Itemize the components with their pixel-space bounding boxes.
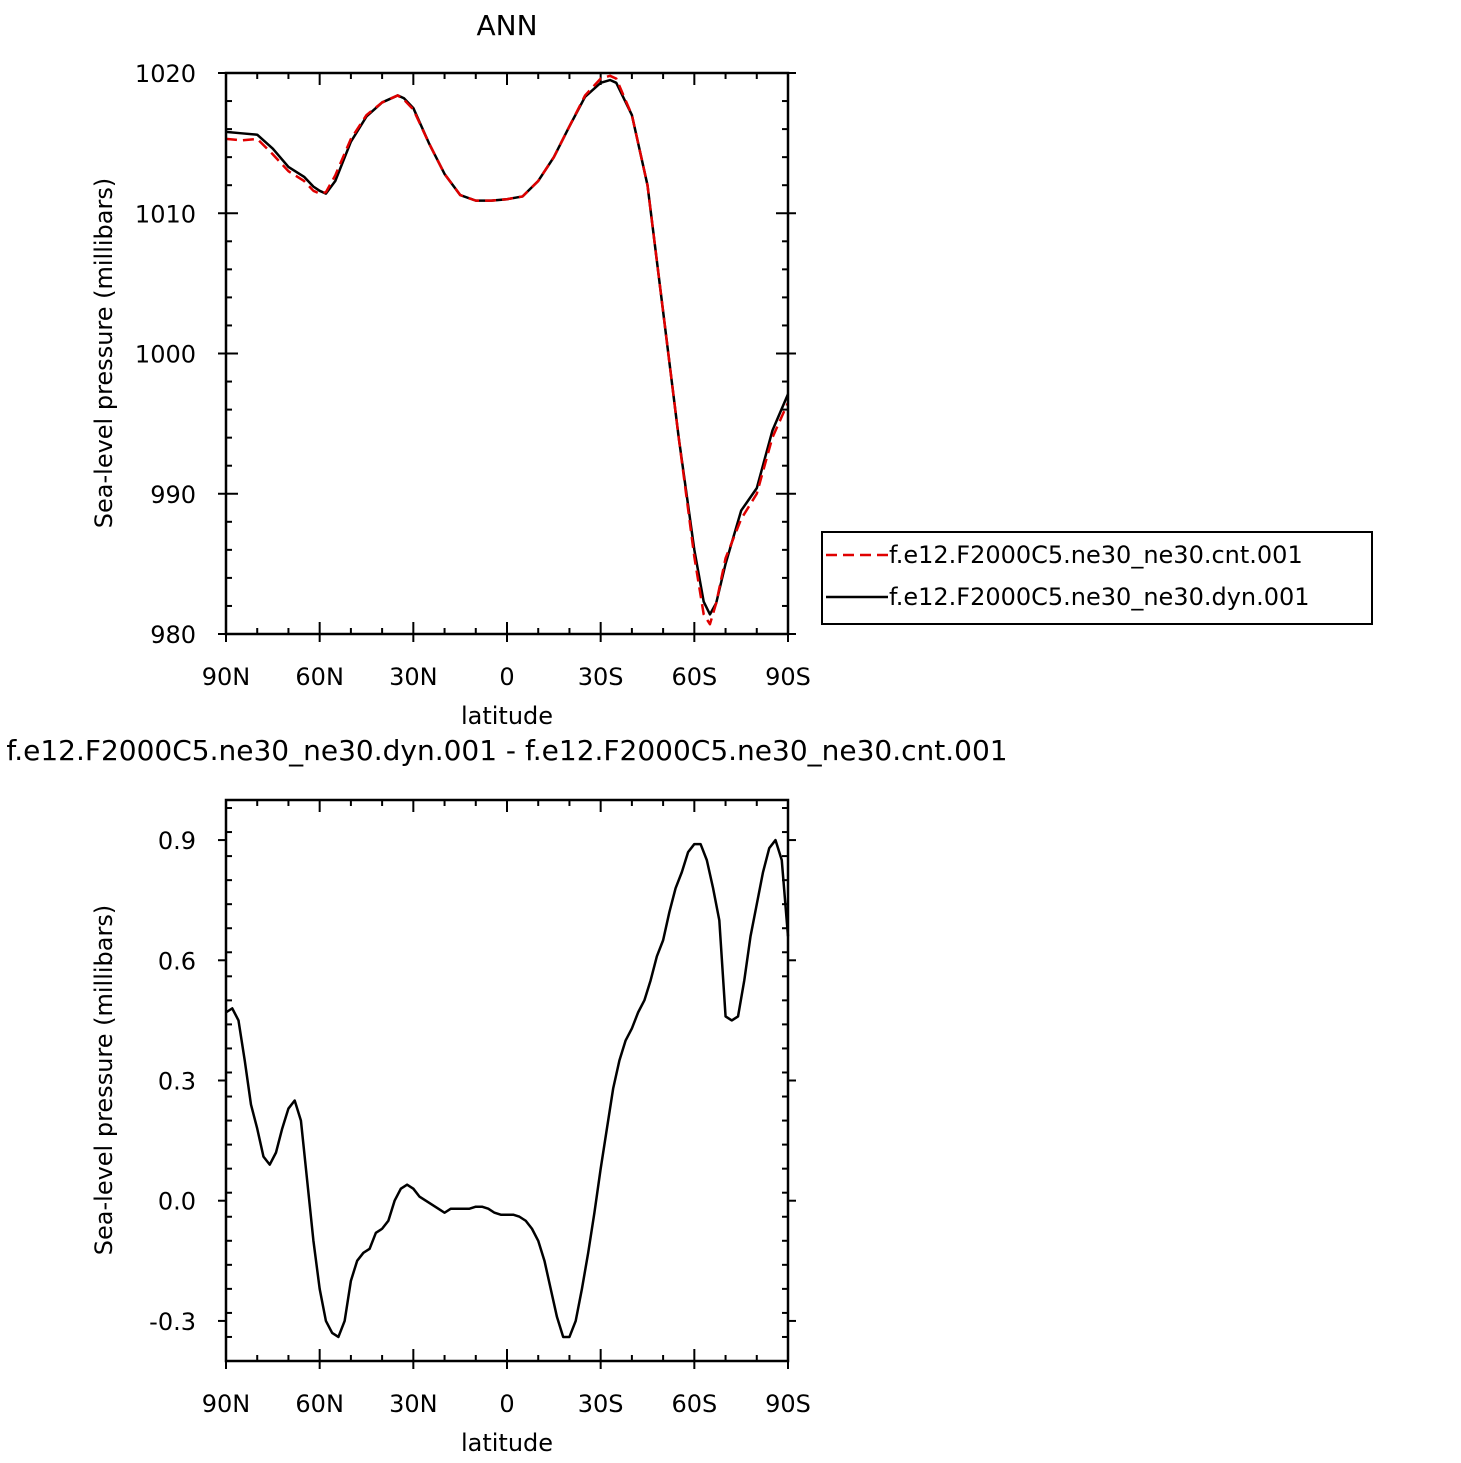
legend: f.e12.F2000C5.ne30_ne30.cnt.001 f.e12.F2… <box>821 531 1373 625</box>
y-tick-label: 0.0 <box>158 1188 196 1216</box>
x-tick-label: 90N <box>202 663 251 691</box>
x-tick-label: 30S <box>578 1390 624 1418</box>
x-tick-labels: 90N 60N 30N 0 30S 60S 90S <box>202 1390 811 1418</box>
x-tick-label: 90S <box>765 663 811 691</box>
y-axis-title: Sea-level pressure (millibars) <box>90 905 118 1255</box>
plot-frame <box>224 798 790 1363</box>
tick-marks <box>218 72 796 642</box>
y-tick-label: 990 <box>150 481 196 509</box>
y-tick-labels: 980 990 1000 1010 1020 <box>135 60 196 649</box>
x-tick-label: 30N <box>389 1390 438 1418</box>
plot-title: ANN <box>476 9 537 42</box>
plot-title: f.e12.F2000C5.ne30_ne30.dyn.001 - f.e12.… <box>6 734 1007 767</box>
y-tick-label: 0.6 <box>158 947 196 975</box>
legend-label-dyn: f.e12.F2000C5.ne30_ne30.dyn.001 <box>889 583 1310 611</box>
series-line <box>225 838 790 1339</box>
x-tick-label: 0 <box>499 1390 514 1418</box>
plot-frame <box>224 71 790 636</box>
y-tick-labels: -0.3 0.0 0.3 0.6 0.9 <box>149 827 196 1336</box>
legend-box <box>821 531 1373 625</box>
series-group <box>225 838 790 1339</box>
difference-panel: f.e12.F2000C5.ne30_ne30.dyn.001 - f.e12.… <box>6 734 1007 1457</box>
series-line <box>225 74 790 626</box>
x-tick-labels: 90N 60N 30N 0 30S 60S 90S <box>202 663 811 691</box>
y-tick-label: -0.3 <box>149 1308 196 1336</box>
x-tick-label: 60N <box>295 663 344 691</box>
tick-marks <box>218 800 796 1369</box>
legend-label-cnt: f.e12.F2000C5.ne30_ne30.cnt.001 <box>889 541 1303 569</box>
x-tick-label: 90S <box>765 1390 811 1418</box>
x-tick-label: 60S <box>671 1390 717 1418</box>
x-tick-label: 60N <box>295 1390 344 1418</box>
y-axis-title: Sea-level pressure (millibars) <box>90 178 118 528</box>
x-tick-label: 30N <box>389 663 438 691</box>
y-tick-label: 980 <box>150 621 196 649</box>
x-tick-label: 60S <box>671 663 717 691</box>
y-tick-label: 1020 <box>135 60 196 88</box>
y-tick-label: 1010 <box>135 200 196 228</box>
series-line <box>225 78 790 616</box>
x-tick-label: 0 <box>499 663 514 691</box>
x-axis-title: latitude <box>461 1429 553 1457</box>
series-group <box>225 74 790 626</box>
y-tick-label: 0.9 <box>158 827 196 855</box>
x-axis-title: latitude <box>461 702 553 730</box>
y-tick-label: 1000 <box>135 341 196 369</box>
y-tick-label: 0.3 <box>158 1068 196 1096</box>
x-tick-label: 30S <box>578 663 624 691</box>
x-tick-label: 90N <box>202 1390 251 1418</box>
